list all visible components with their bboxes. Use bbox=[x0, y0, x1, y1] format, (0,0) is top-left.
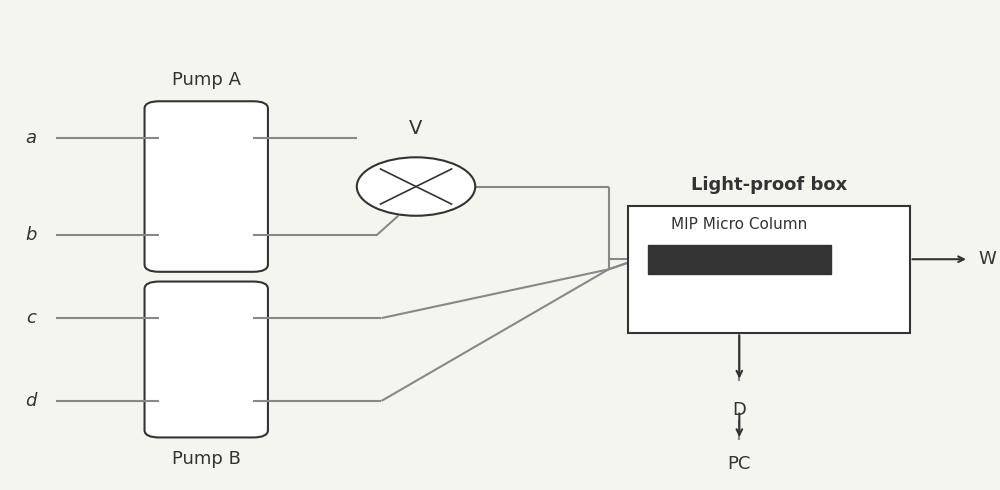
Circle shape bbox=[357, 157, 475, 216]
Text: a: a bbox=[26, 129, 37, 147]
Bar bbox=[628, 206, 910, 333]
Bar bbox=[648, 245, 831, 274]
Text: Pump A: Pump A bbox=[172, 71, 241, 89]
Text: Pump B: Pump B bbox=[172, 450, 241, 467]
FancyBboxPatch shape bbox=[145, 282, 268, 438]
Text: c: c bbox=[26, 309, 36, 327]
Text: Light-proof box: Light-proof box bbox=[691, 176, 847, 194]
Text: V: V bbox=[409, 119, 423, 138]
Text: D: D bbox=[732, 401, 746, 419]
Text: PC: PC bbox=[728, 455, 751, 472]
Text: W: W bbox=[979, 250, 996, 268]
Text: b: b bbox=[25, 226, 37, 244]
FancyBboxPatch shape bbox=[145, 101, 268, 272]
Text: d: d bbox=[25, 392, 37, 410]
Text: MIP Micro Column: MIP Micro Column bbox=[671, 218, 807, 232]
